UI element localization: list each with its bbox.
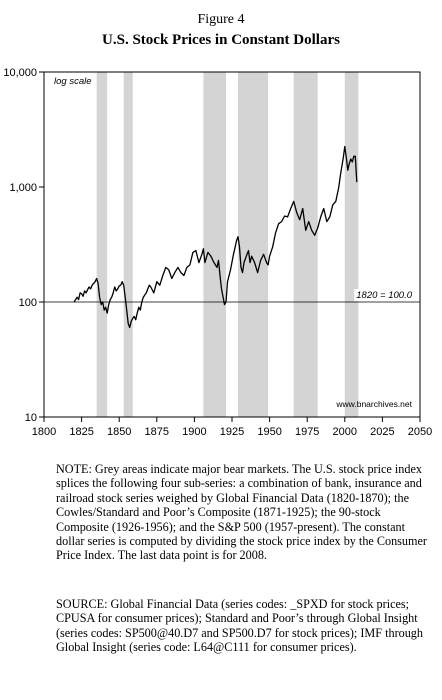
x-tick-label: 1825 [69,426,93,438]
source-url: www.bnarchives.net [335,399,412,409]
x-tick-label: 1900 [182,426,206,438]
x-tick-label: 1800 [32,426,56,438]
figure-label: Figure 4 [197,12,245,27]
bear-market-band [203,72,226,417]
note-paragraph: NOTE: Grey areas indicate major bear mar… [56,462,427,563]
x-axis: 1800 1825 1850 1875 1900 1925 1950 1975 2000 2025… [32,417,432,438]
bear-market-band [96,72,108,417]
bear-market-band [238,72,269,417]
bear-market-bands [96,72,359,417]
stock-price-chart: 1800 1825 1850 1875 1900 1925 1950 1975 2000 2025… [3,67,432,438]
y-tick-label: 100 [19,297,37,309]
series-layer [73,145,358,329]
x-tick-label: 2000 [333,426,357,438]
bear-market-band [293,72,318,417]
y-tick-label: 10,000 [3,67,37,79]
y-tick-label: 1,000 [9,182,37,194]
baseline-label: 1820 = 100.0 [356,290,412,301]
series-line [73,145,358,329]
x-tick-label: 1925 [220,426,244,438]
source-paragraph: SOURCE: Global Financial Data (series co… [56,597,423,655]
bear-market-band [344,72,359,417]
x-tick-label: 2050 [408,426,432,438]
y-tick-label: 10 [25,412,37,424]
bear-market-band [123,72,133,417]
x-tick-label: 1975 [295,426,319,438]
x-tick-label: 1875 [145,426,169,438]
x-tick-label: 1850 [107,426,131,438]
x-tick-label: 1950 [257,426,281,438]
figure-title: U.S. Stock Prices in Constant Dollars [102,32,340,48]
log-scale-note: log scale [54,76,92,87]
baseline-label-background [354,289,415,301]
x-tick-label: 2025 [370,426,394,438]
y-axis: 10 100 1,000 10,000 [3,67,44,424]
